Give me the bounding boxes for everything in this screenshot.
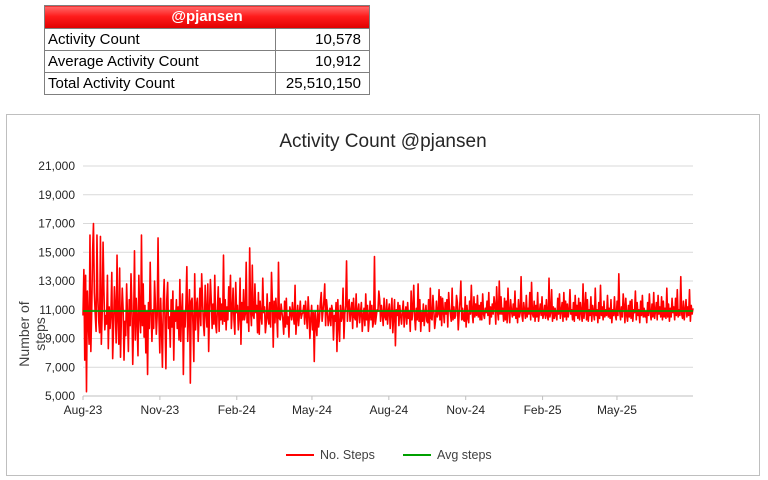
x-tick-label: May-24 (292, 403, 332, 417)
table-row: Activity Count 10,578 (44, 28, 370, 51)
chart-container: Activity Count @pjansen Number of steps … (6, 114, 760, 476)
legend-swatch-avg (403, 454, 431, 456)
x-tick-label: Aug-23 (64, 403, 103, 417)
y-tick-label: 21,000 (38, 159, 75, 173)
legend-swatch-steps (286, 454, 314, 456)
y-tick-label: 17,000 (38, 217, 75, 231)
y-tick-label: 5,000 (45, 389, 75, 403)
row-value-total-activity-count: 25,510,150 (275, 72, 370, 95)
legend-label-avg: Avg steps (437, 448, 492, 462)
x-tick-label: Nov-24 (446, 403, 485, 417)
x-tick-label: Nov-23 (141, 403, 180, 417)
chart-plot-area: 5,000 7,000 9,000 11,000 13,000 15,000 17,000 1… (38, 159, 694, 417)
chart-legend: No. Steps Avg steps (7, 448, 759, 468)
x-tick-label: Aug-24 (369, 403, 408, 417)
table-row: Total Activity Count 25,510,150 (44, 72, 370, 95)
y-tick-label: 15,000 (38, 245, 75, 259)
y-tick-label: 11,000 (39, 303, 75, 317)
summary-table: @pjansen Activity Count 10,578 Average A… (44, 5, 370, 95)
row-label-average-activity-count: Average Activity Count (44, 50, 276, 73)
x-tick-label: Feb-24 (218, 403, 256, 417)
row-label-total-activity-count: Total Activity Count (44, 72, 276, 95)
row-label-activity-count: Activity Count (44, 28, 276, 51)
y-tick-label: 19,000 (38, 188, 75, 202)
table-row: Average Activity Count 10,912 (44, 50, 370, 73)
legend-label-steps: No. Steps (320, 448, 375, 462)
y-tick-label: 9,000 (45, 332, 75, 346)
series-line-steps (82, 222, 694, 393)
chart-title: Activity Count @pjansen (279, 131, 487, 152)
row-value-average-activity-count: 10,912 (275, 50, 370, 73)
legend-item-avg: Avg steps (403, 448, 492, 462)
legend-item-steps: No. Steps (286, 448, 375, 462)
y-tick-label: 7,000 (45, 360, 75, 374)
summary-header: @pjansen (44, 5, 370, 29)
x-tick-label: Feb-25 (524, 403, 562, 417)
x-tick-label: May-25 (597, 403, 637, 417)
y-tick-label: 13,000 (38, 274, 75, 288)
row-value-activity-count: 10,578 (275, 28, 370, 51)
